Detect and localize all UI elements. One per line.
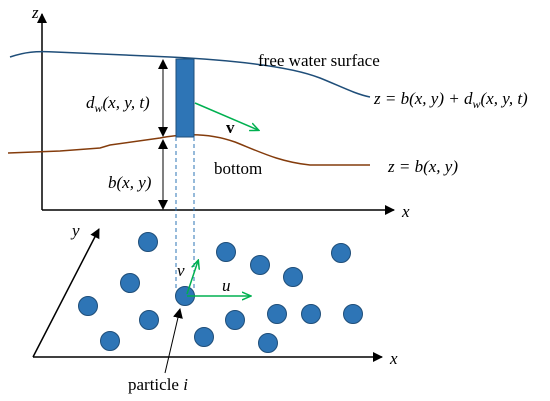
bottom-label: bottom bbox=[214, 159, 262, 178]
particle bbox=[331, 243, 351, 263]
y-axis-label: y bbox=[70, 221, 80, 240]
y-axis bbox=[32, 228, 100, 358]
velocity-arrow bbox=[194, 102, 258, 130]
particle bbox=[194, 327, 214, 347]
particles bbox=[78, 232, 363, 353]
particle bbox=[216, 242, 236, 262]
x-axis-label: x bbox=[389, 349, 398, 368]
v-label: v bbox=[177, 261, 185, 280]
depth-label: dw(x, y, t) bbox=[86, 93, 150, 115]
water-column bbox=[175, 58, 195, 138]
bed-label: b(x, y) bbox=[108, 173, 152, 192]
particle bbox=[120, 273, 140, 293]
particle bbox=[283, 267, 303, 287]
particle bbox=[138, 232, 158, 252]
particle bbox=[100, 331, 120, 351]
particle bbox=[267, 304, 287, 324]
particle bbox=[225, 310, 245, 330]
particle-pointer bbox=[164, 308, 183, 374]
particle bbox=[258, 333, 278, 353]
water-surface bbox=[9, 50, 371, 98]
z-axis-label: z bbox=[31, 3, 39, 22]
particle bbox=[78, 296, 98, 316]
bottom-equation: z = b(x, y) bbox=[387, 157, 458, 176]
surface-equation: z = b(x, y) + dw(x, y, t) bbox=[373, 89, 528, 111]
u-label: u bbox=[222, 276, 231, 295]
x-axis-label: x bbox=[401, 202, 410, 221]
particle bbox=[343, 304, 363, 324]
v-arrow bbox=[186, 261, 198, 295]
particle bbox=[301, 304, 321, 324]
velocity-label: v bbox=[226, 118, 235, 137]
bed bbox=[7, 133, 370, 166]
particle bbox=[139, 310, 159, 330]
surface-label: free water surface bbox=[258, 51, 380, 70]
particle-label: particle i bbox=[128, 375, 188, 394]
particle bbox=[250, 255, 270, 275]
